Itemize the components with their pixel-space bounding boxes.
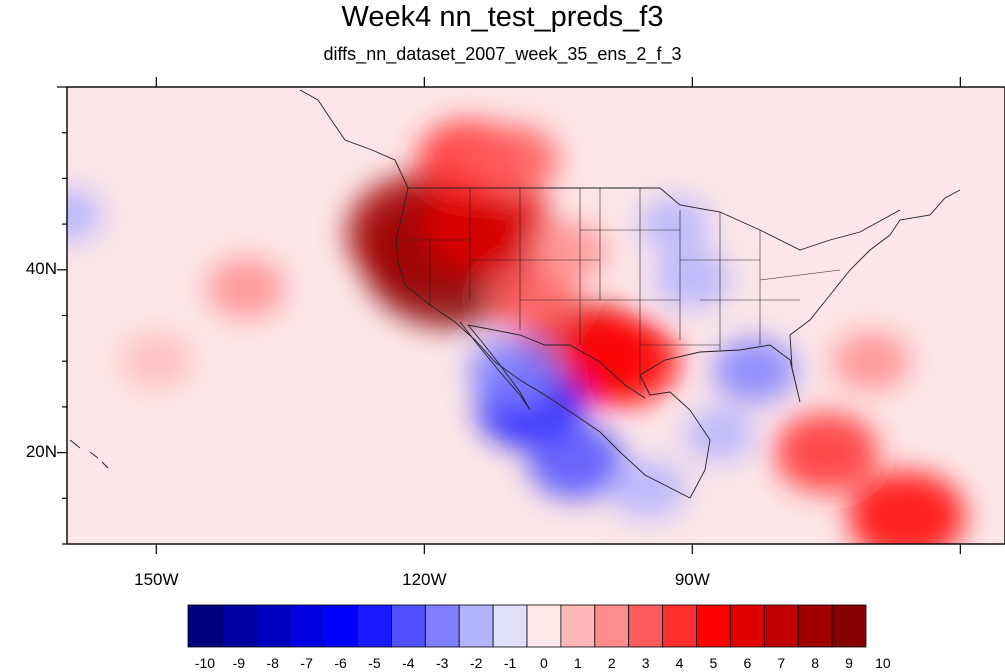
- colorbar: [187, 604, 867, 648]
- colorbar-swatch: [797, 604, 833, 648]
- north-america-coastline: [299, 89, 961, 499]
- map-subtitle: diffs_nn_dataset_2007_week_35_ens_2_f_3: [323, 44, 682, 64]
- colorbar-tick-label: 5: [709, 655, 718, 671]
- colorbar-tick-label: -3: [436, 655, 449, 671]
- colorbar-swatch: [390, 604, 426, 648]
- colorbar-tick-label: 6: [743, 655, 752, 671]
- colorbar-tick-label: -6: [334, 655, 347, 671]
- colorbar-swatch: [730, 604, 765, 648]
- anomaly-blob-20: [638, 196, 711, 252]
- anomaly-blob-12: [848, 471, 966, 544]
- colorbar-swatch: [763, 604, 799, 648]
- anomaly-blob-18: [712, 337, 798, 403]
- colorbar-swatch: [187, 604, 223, 648]
- anomaly-field: [67, 120, 966, 544]
- colorbar-tick-label: 8: [811, 655, 820, 671]
- colorbar-tick-label: 1: [573, 655, 582, 671]
- colorbar-swatch: [662, 604, 697, 648]
- colorbar-swatch: [831, 604, 867, 648]
- map-outlines: [69, 89, 961, 499]
- anomaly-blob-9: [206, 258, 285, 319]
- anomaly-blob-13: [832, 331, 910, 392]
- colorbar-swatch: [492, 604, 528, 648]
- colorbar-tick-label: -5: [368, 655, 381, 671]
- colorbar-tick-label: 4: [675, 655, 684, 671]
- baja-peninsula: [459, 321, 531, 411]
- anomaly-blob-2: [421, 174, 552, 275]
- colorbar-swatch: [323, 604, 358, 648]
- anomaly-blob-15: [527, 424, 625, 500]
- hawaii: [69, 439, 109, 469]
- us-mexico-border: [467, 324, 646, 399]
- colorbar-tick-label: -7: [300, 655, 313, 671]
- axis-ticks: [57, 77, 961, 554]
- colorbar-swatch: [458, 604, 494, 648]
- colorbar-tick-label: 7: [777, 655, 786, 671]
- colorbar-swatch: [289, 604, 325, 648]
- lat-label: 40N: [25, 258, 57, 278]
- colorbar-swatch: [696, 604, 731, 648]
- anomaly-blob-4: [468, 125, 560, 196]
- anomaly-blob-17: [653, 248, 732, 309]
- colorbar-swatch: [560, 604, 596, 648]
- colorbar-tick-label: -2: [469, 655, 483, 671]
- colorbar-tick-label: 2: [607, 655, 616, 671]
- lon-label: 90W: [674, 570, 710, 589]
- colorbar-swatch: [526, 604, 562, 648]
- colorbar-swatch: [255, 604, 291, 648]
- anomaly-blob-8: [528, 221, 607, 282]
- anomaly-blob-21: [67, 187, 103, 243]
- colorbar-tick-label: -9: [232, 655, 246, 671]
- colorbar-tick-label: -1: [503, 655, 517, 671]
- lon-label: 150W: [134, 570, 179, 589]
- colorbar-tick-label: 9: [845, 655, 853, 671]
- us-state-borders: [405, 188, 841, 385]
- lon-label: 120W: [402, 570, 447, 589]
- colorbar-tick-label: 3: [641, 655, 650, 671]
- lat-label: 20N: [25, 441, 57, 461]
- anomaly-blob-6: [562, 316, 680, 407]
- colorbar-swatch: [221, 604, 257, 648]
- colorbar-swatch: [424, 604, 460, 648]
- colorbar-swatch: [594, 604, 630, 648]
- colorbar-swatch: [357, 604, 392, 648]
- colorbar-tick-label: 0: [540, 655, 548, 671]
- anomaly-blob-11: [774, 412, 879, 493]
- colorbar-swatch: [628, 604, 664, 648]
- anomaly-blob-19: [683, 406, 755, 462]
- colorbar-tick-label: 10: [875, 655, 891, 671]
- colorbar-tick-label: -8: [266, 655, 279, 671]
- map-title: Week4 nn_test_preds_f3: [341, 1, 664, 33]
- anomaly-blob-22: [608, 459, 687, 520]
- colorbar-tick-label: -4: [402, 655, 415, 671]
- anomaly-blob-10: [120, 333, 193, 389]
- colorbar-tick-label: -10: [194, 655, 216, 671]
